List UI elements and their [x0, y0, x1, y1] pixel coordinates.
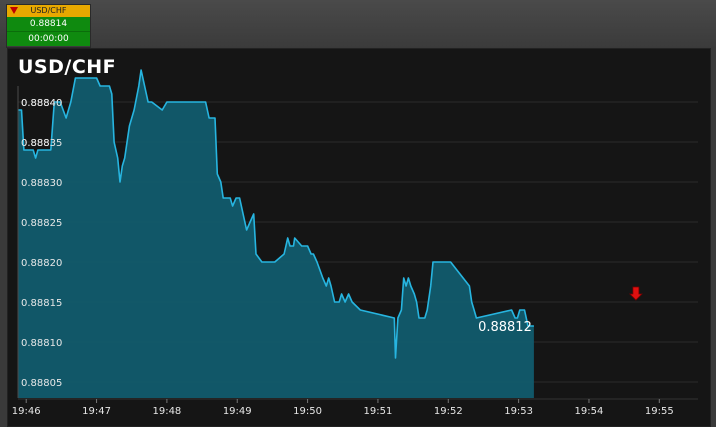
down-arrow-icon — [10, 7, 18, 14]
y-tick-label-overlay: 0.88825 — [21, 218, 62, 229]
ticker-symbol-bar: USD/CHF — [7, 5, 90, 17]
x-tick-label: 19:49 — [223, 406, 252, 417]
x-tick-label: 19:51 — [364, 406, 393, 417]
y-tick-label-overlay: 0.88805 — [21, 378, 62, 389]
y-tick-label-overlay: 0.88815 — [21, 298, 62, 309]
chart-title: USD/CHF — [18, 56, 117, 78]
ticker-widget[interactable]: USD/CHF 0.88814 00:00:00 — [6, 4, 91, 48]
series-line — [18, 69, 534, 359]
ticker-symbol: USD/CHF — [30, 6, 67, 15]
y-tick-label: 0.88835 — [21, 138, 62, 149]
x-tick-label: 19:48 — [152, 406, 181, 417]
y-tick-label-overlay: 0.88840 — [21, 98, 62, 109]
y-tick-label-overlay: 0.88830 — [21, 178, 62, 189]
ticker-timer: 00:00:00 — [7, 31, 90, 46]
y-tick-label-overlay: 0.88835 — [21, 138, 62, 149]
last-value-label: 0.88812 — [478, 320, 532, 335]
y-tick-label-overlay: 0.88810 — [21, 338, 62, 349]
ticker-price: 0.88814 — [7, 17, 90, 31]
series-area — [18, 70, 534, 398]
top-bar — [0, 0, 716, 47]
marker-arrow-shape — [628, 286, 643, 301]
y-tick-label: 0.88840 — [21, 98, 62, 109]
x-tick-label: 19:53 — [504, 406, 533, 417]
x-tick-label: 19:50 — [293, 406, 322, 417]
x-tick-label: 19:55 — [645, 406, 674, 417]
x-tick-label: 19:47 — [82, 406, 111, 417]
red-down-arrow-icon — [628, 286, 643, 301]
x-tick-label: 19:54 — [575, 406, 604, 417]
x-tick-label: 19:46 — [12, 406, 41, 417]
x-tick-label: 19:52 — [434, 406, 463, 417]
y-tick-label-overlay: 0.88820 — [21, 258, 62, 269]
